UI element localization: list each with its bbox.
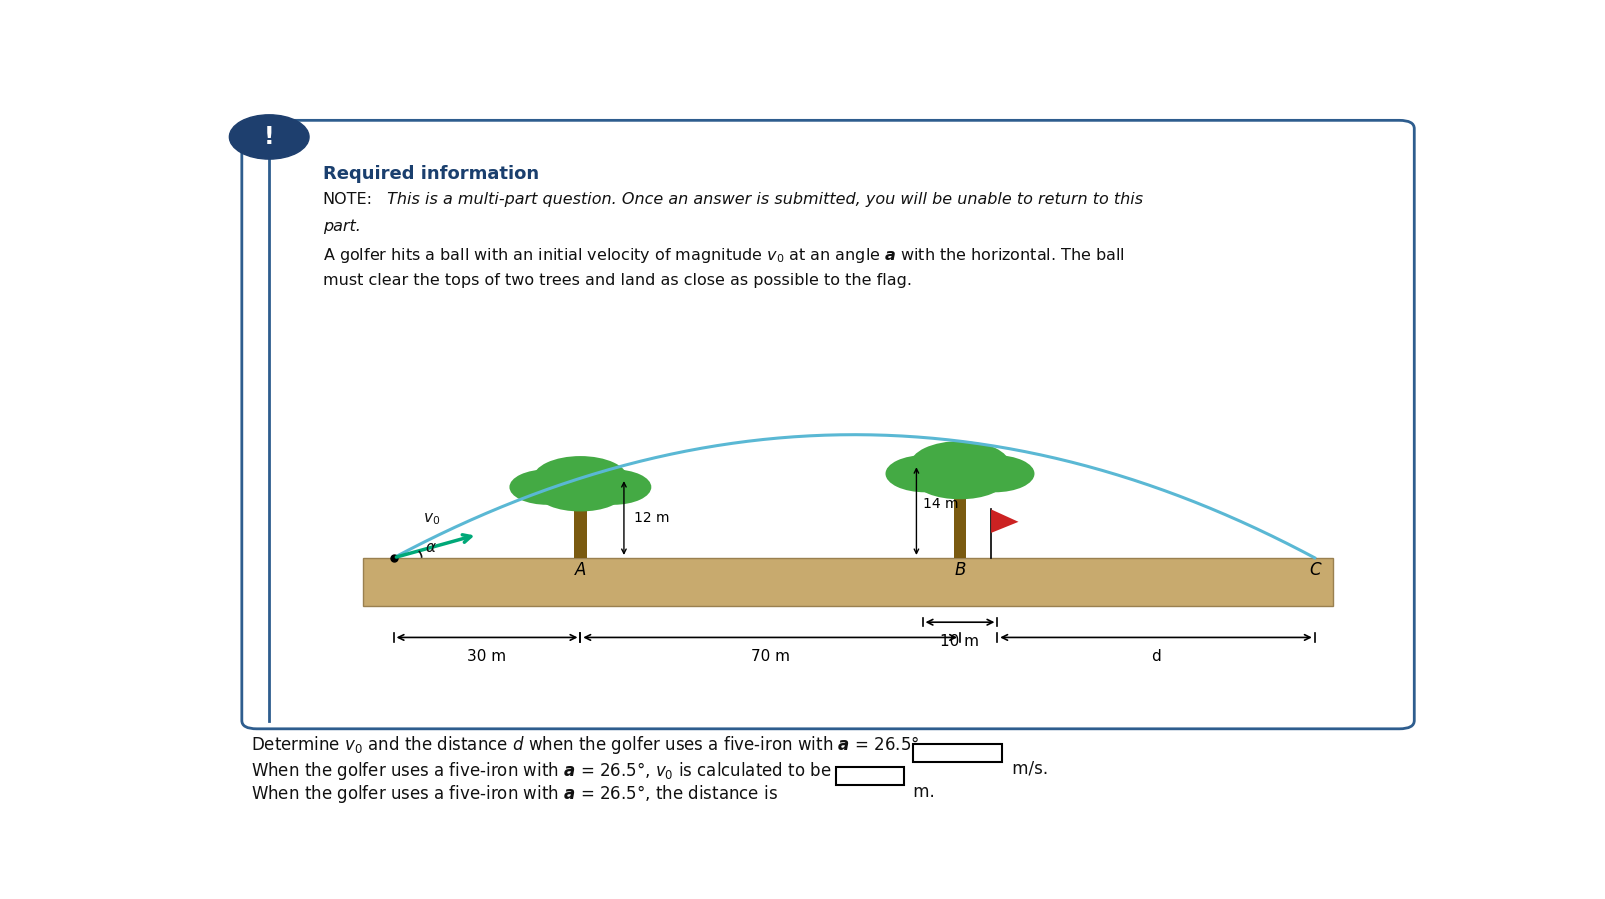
Text: 10 m: 10 m bbox=[941, 634, 979, 649]
Text: 70 m: 70 m bbox=[750, 649, 790, 664]
Ellipse shape bbox=[955, 455, 1034, 493]
Text: A golfer hits a ball with an initial velocity of magnitude $v_0$ at an angle $\b: A golfer hits a ball with an initial vel… bbox=[323, 246, 1124, 265]
Ellipse shape bbox=[915, 462, 1005, 499]
Bar bbox=[953, 497, 966, 557]
Text: This is a multi-part question. Once an answer is submitted, you will be unable t: This is a multi-part question. Once an a… bbox=[382, 192, 1143, 208]
Text: !: ! bbox=[263, 125, 274, 149]
Text: $\alpha$: $\alpha$ bbox=[424, 540, 437, 556]
Bar bbox=[835, 767, 904, 785]
Text: When the golfer uses a five-iron with $\bfit{a}$ = 26.5°, $v_0$ is calculated to: When the golfer uses a five-iron with $\… bbox=[250, 760, 831, 782]
Text: must clear the tops of two trees and land as close as possible to the flag.: must clear the tops of two trees and lan… bbox=[323, 272, 912, 288]
Text: When the golfer uses a five-iron with $\bfit{a}$ = 26.5°, the distance is: When the golfer uses a five-iron with $\… bbox=[250, 783, 777, 805]
Polygon shape bbox=[990, 510, 1018, 533]
Ellipse shape bbox=[575, 469, 652, 505]
FancyBboxPatch shape bbox=[242, 120, 1414, 729]
Bar bbox=[363, 557, 1332, 606]
Text: Determine $v_0$ and the distance $d$ when the golfer uses a five-iron with $\bfi: Determine $v_0$ and the distance $d$ whe… bbox=[250, 734, 923, 756]
Text: C: C bbox=[1308, 561, 1319, 579]
Bar bbox=[912, 744, 1002, 762]
Text: $v_0$: $v_0$ bbox=[422, 511, 440, 527]
Text: part.: part. bbox=[323, 218, 361, 234]
Text: 12 m: 12 m bbox=[634, 511, 669, 525]
Circle shape bbox=[230, 115, 308, 159]
Text: A: A bbox=[575, 561, 586, 579]
Ellipse shape bbox=[910, 441, 1010, 487]
Text: 30 m: 30 m bbox=[467, 649, 506, 664]
Text: m/s.: m/s. bbox=[1006, 760, 1048, 778]
Text: d: d bbox=[1151, 649, 1160, 664]
Text: B: B bbox=[953, 561, 965, 579]
Text: NOTE:: NOTE: bbox=[323, 192, 372, 208]
Ellipse shape bbox=[509, 469, 584, 505]
Ellipse shape bbox=[538, 476, 623, 512]
Text: m.: m. bbox=[907, 783, 934, 801]
Ellipse shape bbox=[533, 456, 628, 501]
Text: 14 m: 14 m bbox=[921, 497, 958, 512]
Ellipse shape bbox=[884, 455, 965, 493]
Text: Required information: Required information bbox=[323, 165, 539, 183]
Bar bbox=[575, 506, 586, 557]
